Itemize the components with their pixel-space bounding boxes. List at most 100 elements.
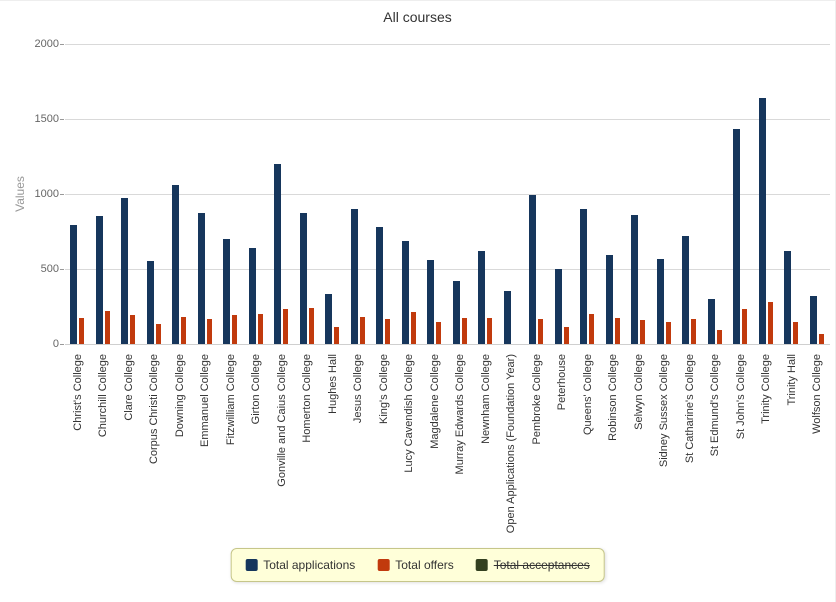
y-tick-label: 1500	[34, 113, 59, 125]
bar-total-offers[interactable]	[258, 314, 263, 344]
bar-total-applications[interactable]	[708, 299, 715, 344]
bar-total-applications[interactable]	[300, 213, 307, 344]
bar-total-offers[interactable]	[487, 318, 492, 344]
x-axis-label: Lucy Cavendish College	[403, 354, 415, 473]
x-axis-label: Wolfson College	[811, 354, 823, 434]
x-axis-label: St Catharine's College	[684, 354, 696, 464]
y-tick-mark	[60, 44, 64, 45]
legend-label: Total applications	[263, 558, 356, 572]
gridline	[65, 194, 830, 195]
y-tick-mark	[60, 194, 64, 195]
x-axis-label: Homerton College	[301, 354, 313, 443]
bar-total-offers[interactable]	[156, 324, 161, 344]
bar-total-applications[interactable]	[555, 269, 562, 344]
y-tick-mark	[60, 344, 64, 345]
legend-item-total-acceptances[interactable]: Total acceptances	[475, 558, 590, 572]
bar-total-applications[interactable]	[249, 248, 256, 344]
bar-total-offers[interactable]	[538, 319, 543, 344]
x-axis-label: Christ's College	[72, 354, 84, 431]
legend-swatch-total-acceptances	[475, 559, 488, 571]
bar-total-applications[interactable]	[402, 241, 409, 344]
bar-total-applications[interactable]	[376, 227, 383, 344]
x-axis-label: Clare College	[123, 354, 135, 421]
bar-total-offers[interactable]	[717, 330, 722, 344]
bar-total-applications[interactable]	[223, 239, 230, 344]
bar-total-applications[interactable]	[529, 195, 536, 344]
gridline	[65, 44, 830, 45]
x-axis-label: Queens' College	[582, 354, 594, 435]
bar-total-applications[interactable]	[784, 251, 791, 344]
bar-total-applications[interactable]	[351, 209, 358, 344]
x-axis-label: Trinity College	[760, 354, 772, 424]
bar-total-offers[interactable]	[691, 319, 696, 344]
bar-total-applications[interactable]	[657, 259, 664, 344]
bar-total-offers[interactable]	[462, 318, 467, 344]
bar-total-applications[interactable]	[504, 291, 511, 344]
x-axis-label: King's College	[378, 354, 390, 424]
bar-total-applications[interactable]	[453, 281, 460, 344]
gridline	[65, 119, 830, 120]
bar-total-offers[interactable]	[640, 320, 645, 344]
x-axis-label: St John's College	[735, 354, 747, 440]
bar-total-offers[interactable]	[411, 312, 416, 344]
bar-total-applications[interactable]	[198, 213, 205, 344]
bar-total-applications[interactable]	[606, 255, 613, 344]
gridline	[65, 344, 830, 345]
bar-total-offers[interactable]	[360, 317, 365, 344]
bar-total-offers[interactable]	[666, 322, 671, 344]
bar-total-offers[interactable]	[615, 318, 620, 344]
legend-label: Total acceptances	[493, 558, 590, 572]
legend-item-total-applications[interactable]: Total applications	[245, 558, 355, 572]
bar-total-offers[interactable]	[793, 322, 798, 344]
x-axis-label: Gonville and Caius College	[276, 354, 288, 487]
bar-total-offers[interactable]	[207, 319, 212, 344]
bar-total-applications[interactable]	[70, 225, 77, 344]
bar-total-offers[interactable]	[181, 317, 186, 344]
bar-total-applications[interactable]	[631, 215, 638, 344]
bar-total-offers[interactable]	[768, 302, 773, 344]
bar-total-applications[interactable]	[759, 98, 766, 344]
x-axis-label: Open Applications (Foundation Year)	[505, 354, 517, 534]
x-axis-label: Magdalene College	[429, 354, 441, 449]
legend-swatch-total-applications	[245, 559, 258, 571]
bar-total-applications[interactable]	[682, 236, 689, 344]
y-tick-mark	[60, 119, 64, 120]
bar-total-applications[interactable]	[325, 294, 332, 344]
bar-total-applications[interactable]	[427, 260, 434, 344]
legend-label: Total offers	[395, 558, 454, 572]
bar-total-applications[interactable]	[478, 251, 485, 344]
y-tick-label: 2000	[34, 38, 59, 50]
bar-total-applications[interactable]	[810, 296, 817, 344]
x-axis-label: Fitzwilliam College	[225, 354, 237, 446]
bar-total-offers[interactable]	[385, 319, 390, 344]
bar-total-applications[interactable]	[96, 216, 103, 344]
bar-total-offers[interactable]	[232, 315, 237, 344]
x-axis-label: Trinity Hall	[786, 354, 798, 406]
bar-total-applications[interactable]	[274, 164, 281, 344]
bar-total-offers[interactable]	[79, 318, 84, 344]
bar-total-offers[interactable]	[742, 309, 747, 344]
x-axis-label: St Edmund's College	[709, 354, 721, 457]
bar-total-offers[interactable]	[130, 315, 135, 344]
legend: Total applications Total offers Total acce…	[230, 548, 605, 582]
legend-item-total-offers[interactable]: Total offers	[377, 558, 454, 572]
bar-total-offers[interactable]	[334, 327, 339, 344]
x-axis-label: Girton College	[250, 354, 262, 425]
bar-total-offers[interactable]	[564, 327, 569, 344]
bar-total-applications[interactable]	[172, 185, 179, 344]
bar-total-offers[interactable]	[589, 314, 594, 344]
bar-total-offers[interactable]	[105, 311, 110, 344]
bar-total-applications[interactable]	[580, 209, 587, 344]
x-axis-label: Pembroke College	[531, 354, 543, 445]
bar-total-applications[interactable]	[147, 261, 154, 344]
bar-total-offers[interactable]	[309, 308, 314, 344]
x-axis-label: Jesus College	[352, 354, 364, 424]
bar-total-applications[interactable]	[733, 129, 740, 344]
chart-title: All courses	[383, 9, 452, 25]
bar-total-offers[interactable]	[436, 322, 441, 344]
x-axis-label: Murray Edwards College	[454, 354, 466, 475]
bar-total-offers[interactable]	[283, 309, 288, 344]
bar-total-applications[interactable]	[121, 198, 128, 344]
x-axis-label: Hughes Hall	[327, 354, 339, 414]
bar-total-offers[interactable]	[819, 334, 824, 344]
